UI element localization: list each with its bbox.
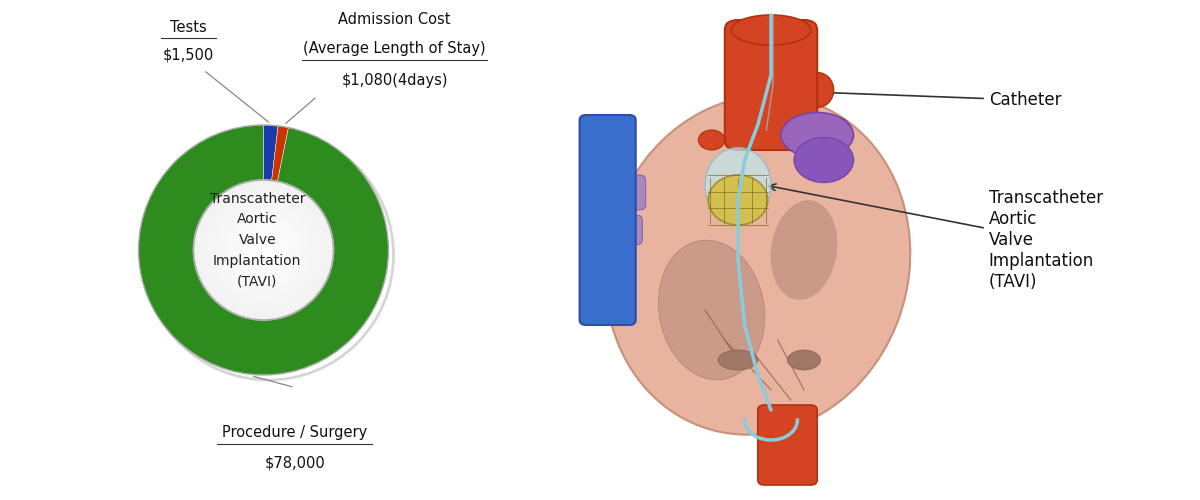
- Circle shape: [247, 234, 280, 266]
- Ellipse shape: [659, 240, 764, 380]
- Circle shape: [220, 206, 308, 294]
- Circle shape: [254, 240, 272, 260]
- Circle shape: [240, 226, 287, 274]
- Ellipse shape: [698, 130, 725, 150]
- Circle shape: [794, 138, 853, 182]
- Text: Admission Cost: Admission Cost: [338, 12, 451, 28]
- Text: (Average Length of Stay): (Average Length of Stay): [304, 42, 486, 56]
- Circle shape: [212, 198, 314, 302]
- Circle shape: [238, 224, 289, 276]
- Ellipse shape: [823, 118, 851, 142]
- Circle shape: [233, 220, 294, 280]
- Circle shape: [228, 215, 299, 285]
- Circle shape: [252, 238, 275, 262]
- FancyBboxPatch shape: [725, 20, 817, 150]
- FancyBboxPatch shape: [580, 115, 636, 325]
- Circle shape: [224, 210, 304, 290]
- FancyBboxPatch shape: [606, 175, 646, 210]
- Text: Procedure / Surgery: Procedure / Surgery: [222, 425, 367, 440]
- Wedge shape: [264, 125, 278, 180]
- Text: $1,080(4days): $1,080(4days): [342, 72, 448, 88]
- Ellipse shape: [787, 350, 821, 370]
- Circle shape: [222, 208, 306, 292]
- Circle shape: [205, 192, 322, 308]
- Ellipse shape: [770, 200, 838, 300]
- Circle shape: [210, 196, 317, 304]
- Text: Transcatheter
Aortic
Valve
Implantation
(TAVI): Transcatheter Aortic Valve Implantation …: [769, 184, 1103, 290]
- Circle shape: [230, 218, 296, 282]
- Ellipse shape: [800, 72, 834, 108]
- Circle shape: [257, 243, 270, 257]
- Circle shape: [250, 236, 277, 264]
- Wedge shape: [271, 126, 288, 182]
- Circle shape: [245, 232, 282, 268]
- Ellipse shape: [706, 148, 772, 222]
- Circle shape: [193, 180, 334, 320]
- Circle shape: [215, 201, 312, 299]
- Circle shape: [262, 248, 266, 252]
- Ellipse shape: [708, 175, 768, 225]
- Circle shape: [217, 204, 310, 296]
- Wedge shape: [138, 125, 389, 375]
- Circle shape: [196, 182, 331, 318]
- Circle shape: [198, 184, 329, 316]
- Circle shape: [242, 229, 284, 271]
- Ellipse shape: [732, 15, 811, 45]
- Ellipse shape: [605, 96, 911, 434]
- Text: Transcatheter
Aortic
Valve
Implantation
(TAVI): Transcatheter Aortic Valve Implantation …: [210, 192, 305, 288]
- Circle shape: [208, 194, 319, 306]
- Text: $1,500: $1,500: [163, 48, 214, 62]
- Circle shape: [203, 190, 324, 310]
- Circle shape: [200, 187, 326, 313]
- Ellipse shape: [718, 350, 758, 370]
- Text: Tests: Tests: [170, 20, 206, 35]
- Text: $78,000: $78,000: [264, 455, 325, 470]
- Circle shape: [259, 246, 268, 254]
- Text: Catheter: Catheter: [762, 87, 1061, 109]
- FancyBboxPatch shape: [758, 405, 817, 485]
- FancyBboxPatch shape: [606, 215, 642, 245]
- Ellipse shape: [781, 112, 853, 158]
- Circle shape: [235, 222, 292, 278]
- Circle shape: [226, 212, 301, 288]
